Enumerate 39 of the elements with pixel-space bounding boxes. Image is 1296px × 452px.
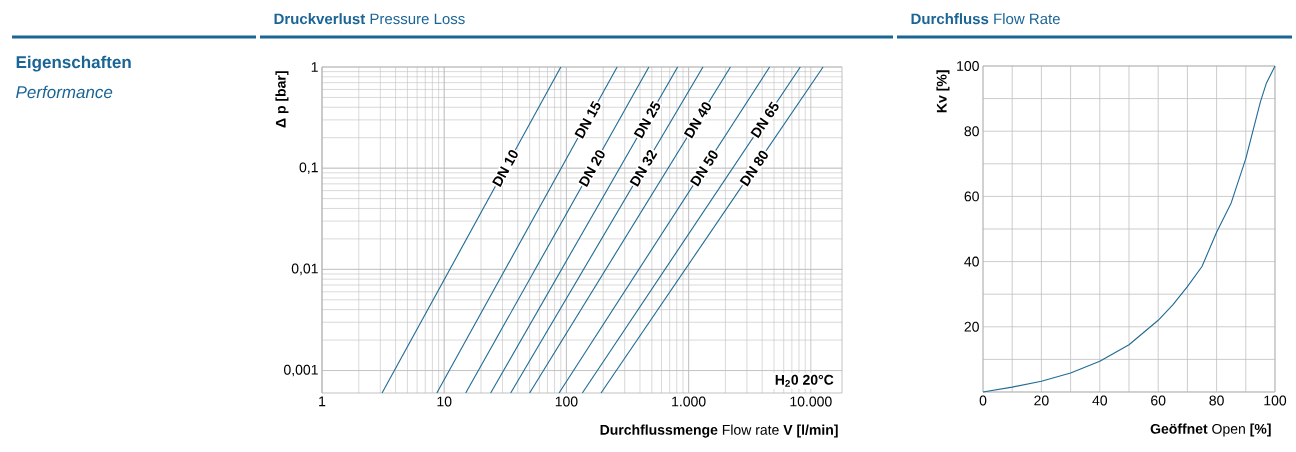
x-tick-label: 10.000 <box>790 396 832 407</box>
y-tick-label: 100 <box>957 61 979 71</box>
x-tick-label: 60 <box>1151 395 1166 406</box>
x-tick-label: 100 <box>555 396 578 407</box>
x-tick-label: 1 <box>319 396 326 407</box>
text: DN 15 <box>574 100 601 139</box>
text: DN 20 <box>578 150 605 187</box>
text: DN 25 <box>633 101 661 139</box>
x-tick-label: 0 <box>979 395 987 406</box>
x-tick-label: 40 <box>1092 395 1108 406</box>
y-axis-title: Kv [%] <box>936 70 950 113</box>
y-tick-label: 80 <box>964 126 979 137</box>
x-tick-label: 100 <box>1264 395 1287 406</box>
text: DN 80 <box>739 150 768 187</box>
x-tick-label: 20 <box>1034 395 1049 406</box>
x-axis-title: Geöffnet Open [%] <box>1150 423 1271 437</box>
y-tick-label: 0,001 <box>283 364 318 377</box>
line-series <box>982 65 1276 393</box>
chart-title: Durchfluss Flow Rate <box>911 13 1060 25</box>
x-tick-label: 10 <box>437 396 452 407</box>
y-axis-title: Δ p [bar] <box>275 71 289 128</box>
y-tick-label: 60 <box>964 191 979 202</box>
text: DN 10 <box>492 150 518 187</box>
y-tick-label: 0,01 <box>291 263 318 276</box>
text: Eigenschaften <box>16 55 131 72</box>
x-tick-label: 80 <box>1209 395 1224 406</box>
text: DN 40 <box>683 102 711 139</box>
x-tick-label: 1.000 <box>672 396 706 407</box>
text: DN 50 <box>690 150 718 187</box>
text: DN 32 <box>629 150 658 187</box>
text: DN 65 <box>750 101 779 139</box>
y-tick-label: 40 <box>964 256 979 267</box>
chart-title: Druckverlust Pressure Loss <box>274 13 465 25</box>
y-tick-label: 20 <box>964 321 979 332</box>
text: Performance <box>16 85 113 99</box>
x-axis-title: Durchflussmenge Flow rate V [l/min] <box>600 424 838 438</box>
annotation: H$_{2}$0 20°C <box>775 374 834 387</box>
y-tick-label: 1 <box>311 62 318 72</box>
y-tick-label: 0,1 <box>299 162 318 174</box>
